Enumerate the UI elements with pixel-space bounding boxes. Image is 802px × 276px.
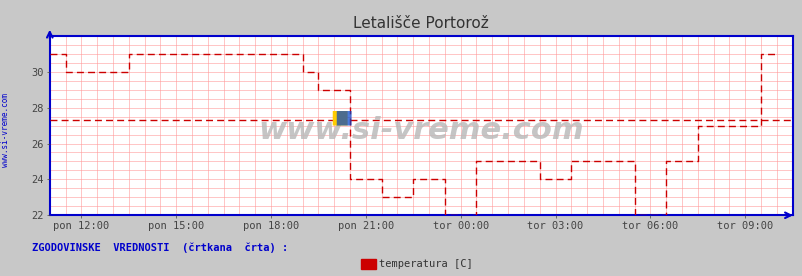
Text: ZGODOVINSKE  VREDNOSTI  (črtkana  črta) :: ZGODOVINSKE VREDNOSTI (črtkana črta) : [32,243,288,253]
Title: Letališče Portorož: Letališče Portorož [353,15,488,31]
Text: www.si-vreme.com: www.si-vreme.com [258,116,583,145]
Text: ■: ■ [334,107,352,126]
Text: ■: ■ [330,107,348,126]
Text: temperatura [C]: temperatura [C] [379,259,472,269]
Text: www.si-vreme.com: www.si-vreme.com [1,93,10,167]
